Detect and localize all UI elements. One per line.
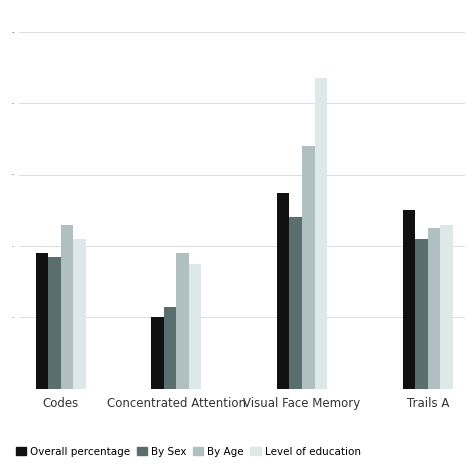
Bar xyxy=(176,253,189,389)
Bar xyxy=(302,146,315,389)
Bar xyxy=(36,253,48,389)
Bar xyxy=(164,307,176,389)
Bar xyxy=(415,239,428,389)
Bar xyxy=(73,239,86,389)
Bar xyxy=(277,192,290,389)
Bar xyxy=(403,210,415,389)
Legend: Overall percentage, By Sex, By Age, Level of education: Overall percentage, By Sex, By Age, Leve… xyxy=(11,443,365,461)
Bar xyxy=(189,264,201,389)
Bar xyxy=(290,218,302,389)
Bar xyxy=(440,225,453,389)
Bar xyxy=(428,228,440,389)
Bar xyxy=(315,78,327,389)
Bar xyxy=(48,257,61,389)
Bar xyxy=(151,318,164,389)
Bar xyxy=(61,225,73,389)
